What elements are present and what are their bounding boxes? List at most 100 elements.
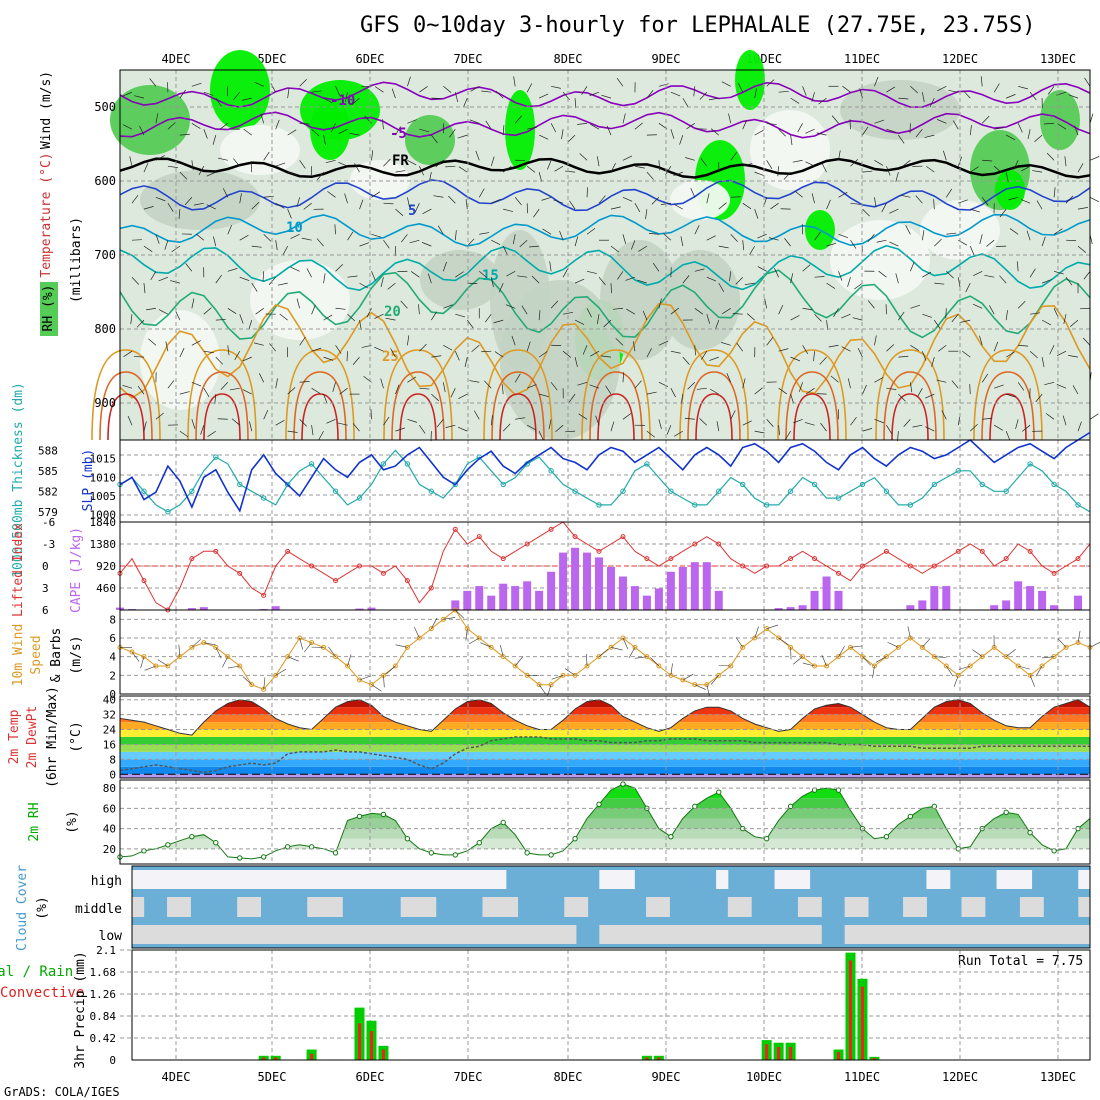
wind-barb [227,345,230,356]
wind-barb [562,350,572,358]
rh-point [165,842,171,848]
precip-frame [131,949,1091,1061]
slp-line [119,431,1091,513]
wind-barb [696,387,707,390]
wind-barb [577,381,588,386]
cloud-clear-cell [938,870,951,889]
rh-point [356,813,363,820]
axis-label-minmax: (6hr Min/Max) [45,686,60,788]
wind-speed-point [632,644,638,650]
rh-point [284,844,291,850]
wind-barb [646,171,654,180]
wind-barb [590,123,600,130]
temp-band [120,737,1090,745]
cloud-clear-cell [681,925,694,944]
wind-barb [679,135,684,145]
cloud-clear-cell [353,870,367,889]
wind-barb [407,418,418,423]
wind-barb [521,305,528,315]
wind-barb [155,196,166,202]
wind-barb [706,314,711,324]
rh-fill-region [140,170,260,230]
wind-speed-point [368,682,374,688]
cape-bar [834,590,843,610]
wind-barb [993,341,999,352]
cloud-clear-cell [318,925,332,944]
axis-label-precip: 3hr Precip (mm) [73,951,88,1068]
axis-label-cloud: Cloud Cover [15,865,30,951]
temp-band [120,729,1090,737]
wind-barb [419,128,430,133]
wind-barb [634,165,645,169]
surface-heat-contour [777,349,847,441]
wind-barb [299,122,310,125]
wind-barb [922,638,931,648]
wind-speed-point [752,635,758,641]
wind-barb [999,275,1007,284]
cape-bar [654,588,663,610]
cape-bar [451,600,460,610]
wind-barb [622,113,626,124]
wind-barb [778,128,786,137]
wind-barb [1049,345,1055,355]
wind-barb [131,195,139,204]
dewpoint-line [119,736,1090,774]
surface-heat-contour [483,349,553,441]
wind-barb [136,319,145,328]
thickness-point [692,502,698,508]
wind-barb [946,271,954,279]
wind-barb [445,424,456,428]
y-tick-label: 20 [103,843,116,856]
y-tick-label: 1.26 [90,988,117,1001]
wind-barb [610,647,623,651]
wind-barb [407,335,410,346]
wind-barb [133,356,144,358]
wind-barb [886,344,895,352]
cape-bar [559,552,568,610]
wind-barb [802,307,813,311]
wind-barb [708,97,719,101]
cloud-clear-cell [634,925,647,944]
wind-barb [335,264,343,272]
cloud-clear-cell [400,870,413,889]
cloud-clear-cell [844,897,857,917]
wind-barb [646,391,657,395]
wind-barb [494,351,504,358]
wind-barb [469,119,480,124]
surface-heat-contour [883,371,937,441]
y-tick-label: 1380 [90,538,117,551]
wind-barb [951,313,959,323]
wind-barb [586,187,588,198]
cloud-clear-cell [248,897,262,917]
wind-barb [179,347,185,358]
date-label-bottom: 6DEC [356,1070,385,1084]
wind-barb [728,113,732,124]
rh-point [596,801,602,807]
wind-barb [515,417,526,420]
cape-bar [595,557,604,610]
wind-barb [742,378,746,389]
wind-barb [206,171,216,177]
wind-barb [431,134,438,144]
wind-barb [1029,91,1037,101]
cloud-clear-cell [435,870,448,889]
thickness-point [931,481,938,488]
cloud-clear-cell [540,925,554,944]
cloud-clear-cell [377,870,390,889]
cloud-clear-cell [646,925,659,944]
wind-speed-point [955,672,961,678]
wind-speed-point [345,663,351,669]
wind-barb [768,237,779,241]
temp-band [120,714,1090,723]
wind-barb [706,193,710,204]
temp-band [120,699,1090,700]
cloud-clear-cell [307,897,320,917]
wind-barb [179,171,188,180]
thickness-point [261,495,267,501]
precip-legend-convective: Convective [0,985,84,1001]
wind-barb [670,350,681,354]
wind-barb [929,97,935,108]
wind-barb [802,264,811,272]
wind-barb [721,342,731,346]
wind-barb [886,166,891,176]
